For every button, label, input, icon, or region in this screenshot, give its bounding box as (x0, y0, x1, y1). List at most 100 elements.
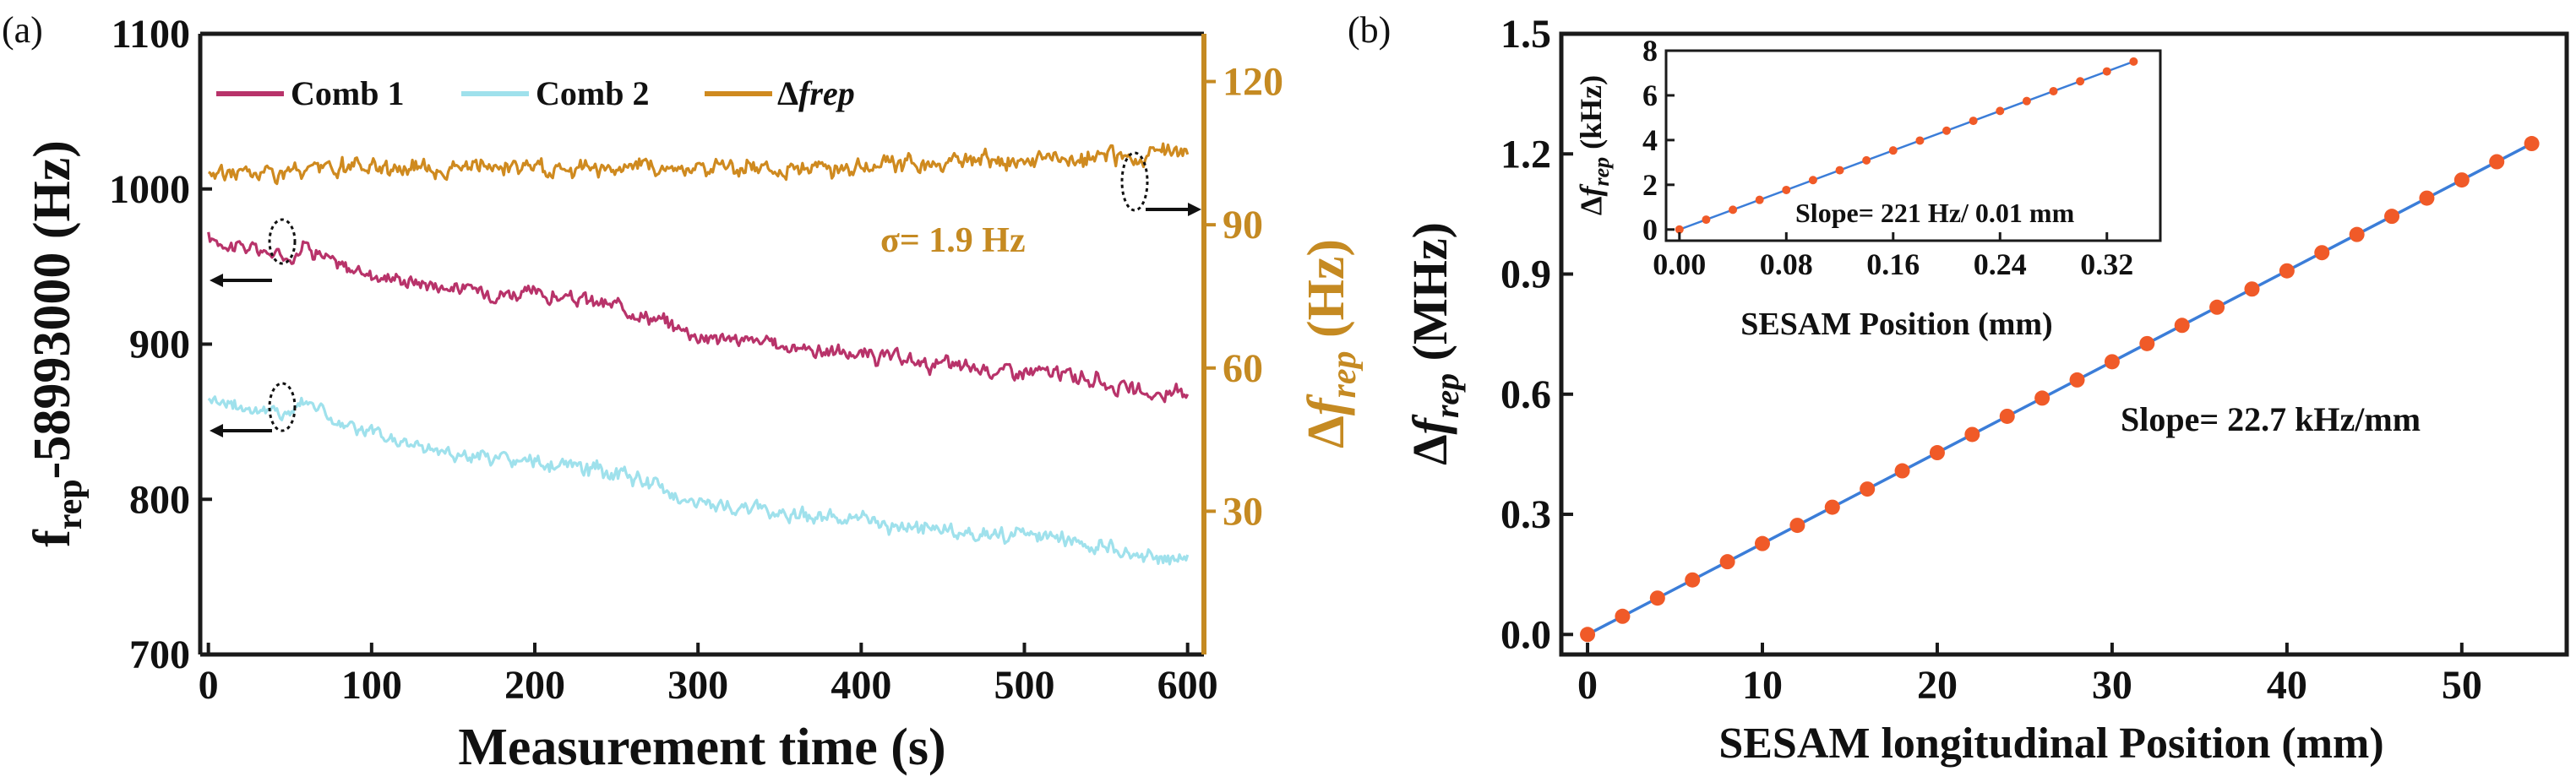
panel-b-series-layer (1580, 136, 2540, 643)
panel-b-x-label: SESAM longitudinal Position (mm) (1718, 720, 2383, 768)
b-ytick-label-1: 0.3 (1500, 492, 1551, 537)
series-line-2 (208, 142, 1190, 186)
inset-xtick-label-0: 0.00 (1653, 247, 1706, 281)
b-ytick-label-5: 1.5 (1500, 12, 1551, 57)
data-point-10 (1929, 445, 1945, 461)
data-point-0 (1580, 627, 1596, 643)
b-ylabel-tail: (MHz) (1402, 222, 1457, 373)
panel-a-y-right-label: Δfrep (Hz) (1298, 239, 1364, 448)
panel-b-x-ticks: 0 10 20 30 40 50 (1577, 643, 2482, 708)
panel-a-series-layer (207, 142, 1190, 566)
data-point-8 (1860, 481, 1876, 497)
panel-a-sigma-annotation: σ= 1.9 Hz (880, 221, 1026, 260)
inset-x-ticks: 0.00 0.08 0.16 0.24 0.32 (1653, 232, 2133, 281)
data-point-17 (2174, 318, 2190, 334)
data-point-13 (2034, 390, 2050, 406)
data-point-20 (2279, 263, 2295, 279)
inset-ytick-label-3: 6 (1642, 79, 1658, 112)
panel-b: (b) 0 10 20 30 40 50 0.00.30.60.91.21.5 SESAM… (1348, 9, 2569, 768)
b-ylabel-sub: rep (1428, 373, 1466, 418)
a-ytick-left-label-4: 1100 (112, 12, 190, 57)
legend-comb2-label: Comb 2 (536, 74, 649, 112)
panel-b-frame (1559, 31, 2569, 657)
inset-xtick-label-3: 0.24 (1974, 247, 2027, 281)
inset-y-ticks: 0 2 4 6 8 (1642, 34, 1675, 247)
data-point-9 (1894, 463, 1910, 479)
inset-slope-annotation: Slope= 221 Hz/ 0.01 mm (1795, 198, 2075, 228)
data-point-21 (2314, 245, 2330, 261)
inset-data-point-14 (2049, 86, 2058, 95)
arrow-comb1-head (210, 274, 223, 287)
data-point-4 (1719, 554, 1735, 570)
marker-ellipse-comb2 (268, 382, 297, 432)
a-ytick-right-label-3: 120 (1223, 60, 1283, 105)
ylabel-right-sub: rep (1325, 351, 1364, 399)
a-ytick-right-label-1: 60 (1223, 346, 1263, 391)
inset-ylabel-pre: Δ (1574, 197, 1608, 216)
data-point-16 (2139, 335, 2155, 351)
panel-b-inset: 0.00 0.08 0.16 0.24 0.32 0 2 4 6 8 SESAM Positio… (1574, 34, 2162, 342)
data-point-15 (2104, 354, 2120, 370)
series-line-0 (207, 231, 1190, 404)
arrow-dfrep-head (1188, 203, 1201, 216)
b-ytick-label-2: 0.6 (1500, 372, 1551, 417)
fit-line (1587, 142, 2533, 636)
marker-ellipse-dfrep (1120, 151, 1149, 212)
legend-dfrep-italic: frep (798, 74, 855, 112)
b-xtick-label-1: 10 (1742, 663, 1783, 708)
a-xtick-label-3: 300 (667, 663, 728, 708)
panel-a-label: (a) (2, 9, 43, 51)
a-xtick-label-6: 600 (1157, 663, 1218, 708)
inset-ylabel-sub: rep (1589, 157, 1614, 187)
panel-a-legend: Comb 1 Comb 2 Δfrep (216, 74, 855, 112)
inset-data-point-0 (1675, 225, 1684, 234)
inset-data-point-6 (1835, 166, 1844, 175)
data-point-12 (1999, 408, 2015, 424)
inset-xtick-label-2: 0.16 (1866, 247, 1920, 281)
data-point-14 (2069, 372, 2085, 388)
b-ylabel-pre: Δ (1402, 435, 1457, 465)
b-ytick-label-4: 1.2 (1500, 132, 1551, 176)
inset-data-point-8 (1888, 146, 1898, 155)
a-ytick-right-label-0: 30 (1223, 489, 1263, 534)
b-xtick-label-0: 0 (1577, 663, 1598, 708)
legend-dfrep-prefix: Δ (777, 74, 798, 112)
inset-frame (1664, 49, 2162, 242)
data-point-5 (1755, 535, 1770, 551)
data-point-25 (2453, 172, 2470, 188)
panel-a-y-left-ticks: 700 800 900 1000 1100 (109, 12, 212, 677)
inset-series-layer (1675, 57, 2138, 234)
b-xtick-label-4: 40 (2267, 663, 2307, 708)
inset-data-point-15 (2076, 77, 2085, 86)
inset-xtick-label-1: 0.08 (1760, 247, 1813, 281)
a-ytick-left-label-0: 700 (129, 633, 190, 677)
panel-b-label: (b) (1348, 9, 1391, 51)
a-xtick-label-0: 0 (199, 663, 219, 708)
data-point-23 (2384, 209, 2400, 225)
data-point-6 (1789, 518, 1805, 534)
a-xtick-label-2: 200 (504, 663, 565, 708)
inset-data-point-16 (2102, 67, 2111, 76)
b-ytick-label-0: 0.0 (1500, 612, 1551, 657)
inset-data-point-10 (1942, 126, 1952, 135)
panel-a-y-right-ticks: 30 60 90 120 (1204, 60, 1283, 534)
b-xtick-label-5: 50 (2442, 663, 2482, 708)
inset-data-point-17 (2129, 57, 2138, 66)
inset-ylabel-tail: (kHz) (1574, 75, 1608, 157)
b-xtick-label-3: 30 (2092, 663, 2132, 708)
data-point-22 (2349, 226, 2365, 242)
a-xtick-label-5: 500 (994, 663, 1055, 708)
a-ytick-right-label-2: 90 (1223, 203, 1263, 247)
legend-dfrep-label: Δfrep (777, 74, 855, 112)
marker-ellipse-comb1 (268, 218, 297, 265)
inset-ytick-label-1: 2 (1642, 168, 1658, 202)
data-point-2 (1649, 590, 1665, 606)
a-ytick-left-label-3: 1000 (109, 167, 190, 212)
b-ytick-label-3: 0.9 (1500, 253, 1551, 297)
inset-data-point-1 (1702, 215, 1711, 225)
data-point-3 (1685, 572, 1701, 588)
inset-data-point-13 (2022, 96, 2031, 106)
inset-xtick-label-4: 0.32 (2080, 247, 2133, 281)
a-ytick-left-label-2: 900 (129, 323, 190, 367)
